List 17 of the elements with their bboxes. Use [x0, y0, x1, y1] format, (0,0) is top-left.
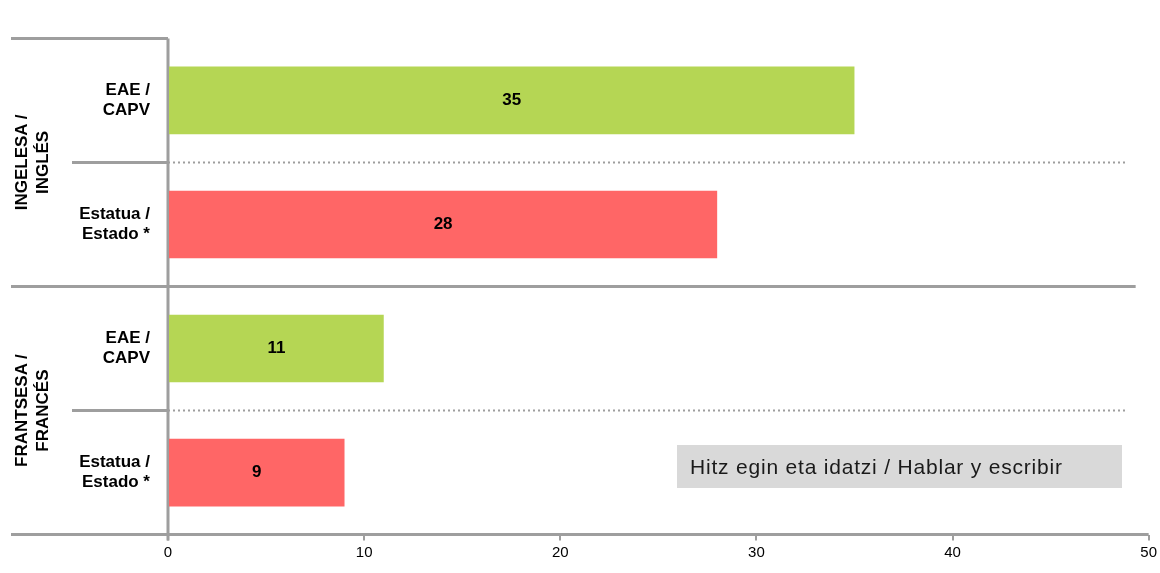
x-tick-label: 40 — [944, 542, 961, 560]
annotation: Hitz egin eta idatzi / Hablar y escribir — [690, 454, 1063, 480]
x-tick-label: 50 — [1140, 542, 1157, 560]
y-tick-label: Estatua / Estado * — [79, 452, 151, 492]
x-tick-label: 0 — [163, 542, 173, 560]
y-tick-label: EAE / CAPV — [102, 328, 151, 368]
x-tick-label: 30 — [748, 542, 765, 560]
text: INGELESA / INGLÉS — [12, 114, 53, 211]
x-tick-label: 10 — [355, 542, 373, 560]
data-label: 28 — [433, 214, 453, 234]
y-tick-label: Estatua / Estado * — [79, 203, 151, 244]
x-tick-label: 20 — [551, 542, 569, 560]
data-label: 11 — [267, 338, 286, 358]
text: FRANTSESA / FRANCÉS — [12, 353, 53, 467]
data-label: 35 — [502, 90, 522, 110]
data-label: 9 — [252, 462, 262, 482]
y-tick-label: EAE / CAPV — [102, 79, 151, 120]
